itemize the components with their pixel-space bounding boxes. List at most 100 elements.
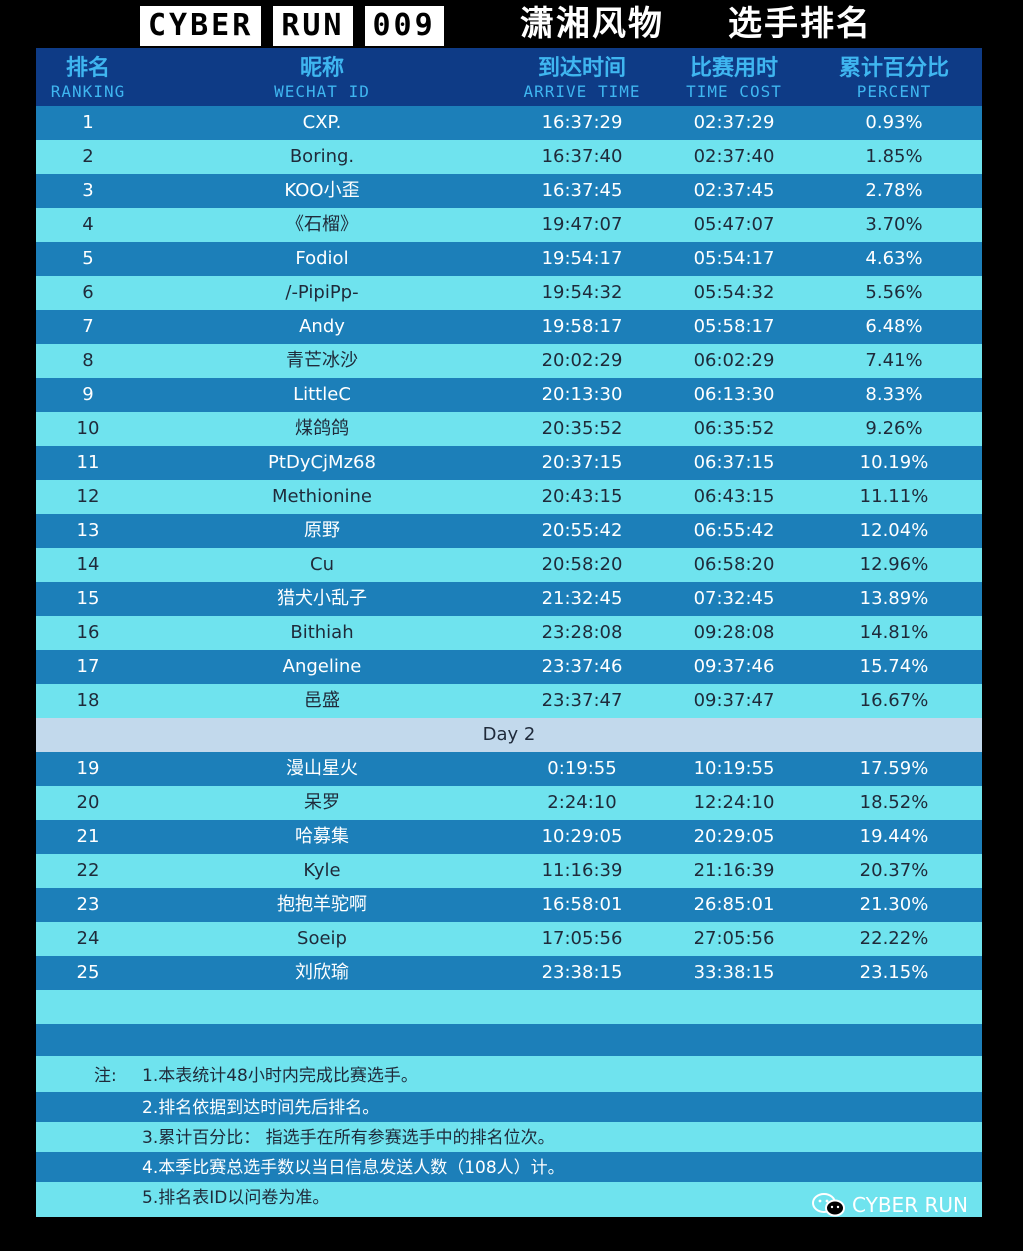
table-row: 6 /-PipiPp- 19:54:32 05:54:32 5.56%	[36, 276, 982, 310]
cell-arrive-time: 23:28:08	[541, 622, 623, 643]
note-row: 注: 1.本表统计48小时内完成比赛选手。	[36, 1060, 982, 1092]
cell-wechat-id: Andy	[299, 316, 345, 337]
cell-wechat-id: 煤鸽鸽	[295, 418, 349, 439]
cell-percent: 17.59%	[859, 758, 929, 779]
cell-time-cost: 02:37:40	[693, 146, 775, 167]
cell-wechat-id: 漫山星火	[286, 758, 358, 779]
cell-time-cost: 06:13:30	[693, 384, 775, 405]
cell-arrive-time: 20:35:52	[541, 418, 623, 439]
table-row: 13 原野 20:55:42 06:55:42 12.04%	[36, 514, 982, 548]
note-row: 4.本季比赛总选手数以当日信息发送人数（108人）计。	[36, 1152, 982, 1184]
cell-percent: 0.93%	[865, 112, 923, 133]
cell-wechat-id: 《石榴》	[286, 214, 358, 235]
cell-time-cost: 10:19:55	[693, 758, 775, 779]
cell-arrive-time: 20:37:15	[541, 452, 623, 473]
cell-percent: 18.52%	[859, 792, 929, 813]
table-row: 12 Methionine 20:43:15 06:43:15 11.11%	[36, 480, 982, 514]
cell-arrive-time: 19:58:17	[541, 316, 623, 337]
header-cost-en: TIME COST	[686, 82, 782, 101]
cell-percent: 4.63%	[865, 248, 923, 269]
cell-time-cost: 06:55:42	[693, 520, 775, 541]
cell-percent: 12.04%	[859, 520, 929, 541]
cell-rank: 7	[82, 316, 94, 337]
blank-row	[36, 990, 982, 1022]
cell-arrive-time: 23:37:46	[541, 656, 623, 677]
cell-rank: 25	[76, 962, 100, 983]
cell-wechat-id: Fodiol	[295, 248, 349, 269]
cell-time-cost: 05:47:07	[693, 214, 775, 235]
cell-arrive-time: 23:37:47	[541, 690, 623, 711]
header-wechat-cn: 昵称	[299, 56, 344, 81]
note-item: 3.累计百分比： 指选手在所有参赛选手中的排名位次。	[142, 1128, 555, 1148]
cell-rank: 17	[76, 656, 100, 677]
title-cn: 潇湘风物	[520, 4, 664, 44]
cell-arrive-time: 21:32:45	[541, 588, 623, 609]
cell-rank: 18	[76, 690, 100, 711]
cell-percent: 16.67%	[859, 690, 929, 711]
header-wechat-en: WECHAT ID	[274, 82, 370, 101]
header-ranking-cn: 排名	[65, 56, 110, 81]
cell-arrive-time: 20:55:42	[541, 520, 623, 541]
table-row: 18 邑盛 23:37:47 09:37:47 16.67%	[36, 684, 982, 718]
title-en-part: 009	[364, 6, 444, 46]
cell-rank: 10	[76, 418, 100, 439]
cell-wechat-id: Cu	[310, 554, 334, 575]
cell-wechat-id: KOO小歪	[284, 180, 360, 201]
cell-wechat-id: Angeline	[282, 656, 362, 677]
table-row: 23 抱抱羊驼啊 16:58:01 26:85:01 21.30%	[36, 888, 982, 922]
table-row: 9 LittleC 20:13:30 06:13:30 8.33%	[36, 378, 982, 412]
cell-percent: 12.96%	[859, 554, 929, 575]
cell-time-cost: 26:85:01	[693, 894, 775, 915]
cell-wechat-id: CXP.	[302, 112, 342, 133]
cell-percent: 15.74%	[859, 656, 929, 677]
note-item: 4.本季比赛总选手数以当日信息发送人数（108人）计。	[142, 1158, 565, 1178]
cell-time-cost: 12:24:10	[693, 792, 775, 813]
cell-arrive-time: 10:29:05	[541, 826, 623, 847]
table-row: 14 Cu 20:58:20 06:58:20 12.96%	[36, 548, 982, 582]
cell-time-cost: 27:05:56	[693, 928, 775, 949]
cell-time-cost: 07:32:45	[693, 588, 775, 609]
title-en-part: CYBER	[140, 6, 262, 46]
cell-wechat-id: 原野	[304, 520, 340, 541]
table-row: 16 Bithiah 23:28:08 09:28:08 14.81%	[36, 616, 982, 650]
cell-wechat-id: Methionine	[272, 486, 372, 507]
cell-wechat-id: 抱抱羊驼啊	[277, 894, 367, 915]
cell-percent: 5.56%	[865, 282, 923, 303]
cell-percent: 21.30%	[859, 894, 929, 915]
cell-percent: 19.44%	[859, 826, 929, 847]
note-label: 注:	[94, 1066, 117, 1086]
title-cn-rankings: 选手排名	[728, 4, 872, 44]
cell-arrive-time: 20:02:29	[541, 350, 623, 371]
cell-rank: 20	[76, 792, 100, 813]
cell-time-cost: 02:37:29	[693, 112, 775, 133]
note-item: 1.本表统计48小时内完成比赛选手。	[142, 1066, 418, 1086]
table-row: 24 Soeip 17:05:56 27:05:56 22.22%	[36, 922, 982, 956]
cell-rank: 12	[76, 486, 100, 507]
cell-arrive-time: 20:43:15	[541, 486, 623, 507]
cell-arrive-time: 16:58:01	[541, 894, 623, 915]
table-row: 11 PtDyCjMz68 20:37:15 06:37:15 10.19%	[36, 446, 982, 480]
cell-percent: 22.22%	[859, 928, 929, 949]
cell-wechat-id: PtDyCjMz68	[268, 452, 376, 473]
cell-arrive-time: 11:16:39	[541, 860, 623, 881]
cell-arrive-time: 20:58:20	[541, 554, 623, 575]
note-row: 3.累计百分比： 指选手在所有参赛选手中的排名位次。	[36, 1122, 982, 1154]
cell-time-cost: 05:58:17	[693, 316, 775, 337]
header-arrive-cn: 到达时间	[537, 56, 626, 81]
header-arrive-en: ARRIVE TIME	[523, 82, 641, 101]
cell-time-cost: 05:54:32	[693, 282, 775, 303]
table-row: 1 CXP. 16:37:29 02:37:29 0.93%	[36, 106, 982, 140]
cell-time-cost: 06:43:15	[693, 486, 775, 507]
cell-arrive-time: 19:54:32	[541, 282, 623, 303]
cell-rank: 6	[82, 282, 94, 303]
cell-rank: 13	[76, 520, 100, 541]
cell-wechat-id: Bithiah	[290, 622, 354, 643]
cell-arrive-time: 16:37:45	[541, 180, 623, 201]
cell-time-cost: 06:35:52	[693, 418, 775, 439]
title-en-part: RUN	[273, 6, 353, 46]
header-cost-cn: 比赛用时	[689, 56, 778, 81]
cell-rank: 15	[76, 588, 100, 609]
cell-rank: 11	[76, 452, 100, 473]
cell-rank: 5	[82, 248, 94, 269]
cell-percent: 10.19%	[859, 452, 929, 473]
